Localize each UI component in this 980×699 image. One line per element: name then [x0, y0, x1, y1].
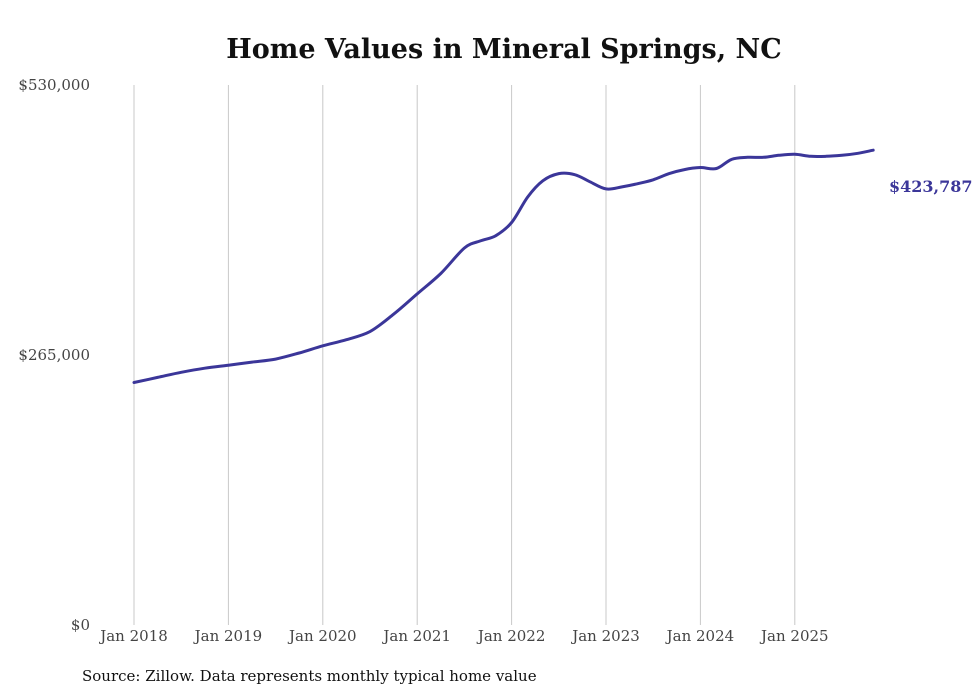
x-axis: Jan 2018 Jan 2019 Jan 2020 Jan 2021 Jan 2022… [98, 627, 828, 645]
y-tick-label: $530,000 [18, 76, 90, 94]
series-line [132, 148, 875, 384]
x-tick-label: Jan 2021 [381, 627, 451, 645]
x-tick-label: Jan 2020 [287, 627, 357, 645]
source-note: Source: Zillow. Data represents monthly … [82, 667, 537, 685]
x-tick-label: Jan 2019 [193, 627, 263, 645]
end-value-label: $423,787 [889, 177, 973, 196]
y-axis: $0 $265,000 $530,000 [18, 76, 90, 634]
x-tick-label: Jan 2024 [665, 627, 735, 645]
x-tick-label: Jan 2025 [759, 627, 829, 645]
y-tick-label: $265,000 [18, 346, 90, 364]
grid [133, 85, 796, 625]
y-tick-label: $0 [71, 616, 90, 634]
x-tick-label: Jan 2018 [98, 627, 168, 645]
x-tick-label: Jan 2023 [570, 627, 640, 645]
chart-title: Home Values in Mineral Springs, NC [226, 34, 781, 65]
x-tick-label: Jan 2022 [476, 627, 546, 645]
